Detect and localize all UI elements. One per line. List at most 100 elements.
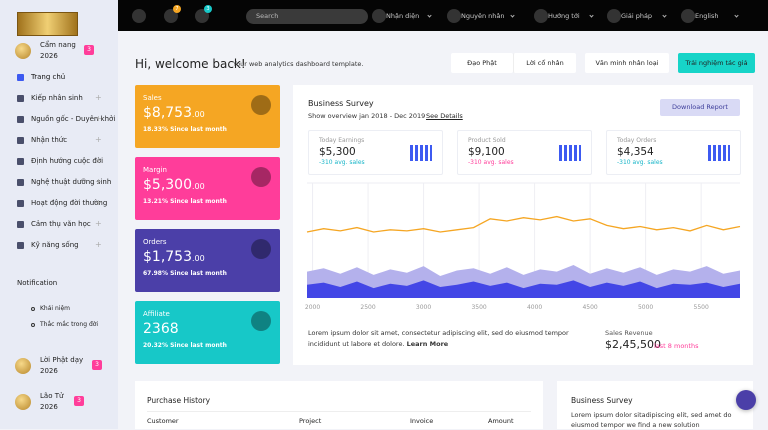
menu-item[interactable]: Nhận thức	[31, 136, 68, 144]
stat-box: Product Sold $9,100 -310 avg. sales	[457, 130, 592, 175]
card-value: $8,753.00	[143, 105, 272, 121]
caret	[734, 13, 739, 18]
menu-icon	[607, 9, 621, 23]
top-menu-item[interactable]: Nguyên nhân	[461, 12, 505, 20]
stat-value: $9,100	[468, 146, 505, 158]
caret	[589, 13, 594, 18]
profile-title[interactable]: Cẩm nang	[40, 41, 76, 49]
badge: 3	[92, 360, 102, 370]
button[interactable]: Lời cổ nhân	[513, 53, 576, 73]
see-details[interactable]: See Details	[426, 112, 463, 120]
stat-label: Today Orders	[617, 137, 657, 144]
stat-value: $5,300	[319, 146, 356, 158]
stat-label: Today Earnings	[319, 137, 365, 144]
card-label: Orders	[143, 238, 167, 246]
button[interactable]: Đạo Phật	[451, 53, 513, 73]
top-menu-item[interactable]: Hướng tới	[548, 12, 580, 20]
survey-chart: 2000 2500 3000 3500 4000 4500 5000 5500	[305, 182, 741, 311]
welcome-subtitle: Your web analytics dashboard template.	[233, 60, 364, 68]
menu-item[interactable]: Định hướng cuộc đời	[31, 157, 104, 165]
button-label: Download Report	[672, 103, 728, 111]
revenue-period: last 8 months	[654, 342, 699, 350]
search-box[interactable]: Search	[246, 9, 368, 24]
caret	[662, 13, 667, 18]
caret	[427, 13, 432, 18]
x-tick-label: 3000	[416, 304, 431, 311]
card-icon[interactable]	[251, 167, 271, 187]
stat-card: Affiliate 2368 20.32% Since last month	[135, 301, 280, 364]
post-title[interactable]: Lão Tử	[40, 392, 64, 400]
learn-more[interactable]: Learn More	[406, 340, 449, 348]
avatar	[15, 43, 31, 59]
card-change: 67.98% Since last month	[143, 270, 227, 277]
expand-icon[interactable]: +	[95, 177, 102, 186]
x-tick-label: 4500	[582, 304, 597, 311]
expand-icon[interactable]: +	[95, 198, 102, 207]
expand-icon[interactable]: +	[95, 114, 102, 123]
menu-icon	[17, 200, 24, 207]
column-header: Amount	[488, 417, 514, 425]
post-year: 2026	[40, 367, 58, 375]
expand-icon[interactable]: +	[95, 93, 102, 102]
purchase-panel: Purchase History Customer Project Invoice A…	[135, 381, 543, 429]
notification-item[interactable]: Thắc mắc trong đời	[40, 321, 99, 328]
card-value-cents: .00	[192, 110, 205, 119]
top-menu-item[interactable]: English	[695, 12, 719, 20]
button-label: Văn minh nhân loại	[595, 59, 659, 67]
stat-card: Orders $1,753.00 67.98% Since last month	[135, 229, 280, 292]
x-tick-label: 2500	[360, 304, 375, 311]
menu-item[interactable]: Nguồn gốc - Duyên khởi	[31, 115, 116, 123]
expand-icon[interactable]: +	[95, 219, 102, 228]
notification-item[interactable]: Khái niệm	[40, 305, 70, 312]
menu-icon[interactable]	[132, 9, 146, 23]
revenue-value: $2,45,500	[605, 338, 661, 351]
column-header: Customer	[147, 417, 179, 425]
survey-panel: Business Survey Show overview jan 2018 -…	[293, 85, 753, 365]
expand-icon[interactable]: +	[95, 240, 102, 249]
menu-icon	[681, 9, 695, 23]
menu-icon	[534, 9, 548, 23]
survey-title: Business Survey	[308, 99, 374, 108]
bullet	[31, 307, 35, 311]
button-label: Trải nghiệm tác giả	[685, 59, 748, 67]
logo[interactable]	[17, 12, 78, 36]
post-title[interactable]: Lời Phật dạy	[40, 356, 84, 364]
top-menu-item[interactable]: Giải pháp	[621, 12, 653, 20]
card-icon[interactable]	[251, 311, 271, 331]
stat-icon	[559, 145, 581, 161]
revenue-label: Sales Revenue	[605, 329, 653, 337]
column-header: Project	[299, 417, 322, 425]
button[interactable]: Trải nghiệm tác giả	[678, 53, 755, 73]
menu-item[interactable]: Nghệ thuật dưỡng sinh	[31, 178, 112, 186]
menu-item[interactable]: Hoạt động đời thường	[31, 199, 108, 207]
menu-icon	[17, 74, 24, 81]
stat-icon	[708, 145, 730, 161]
settings-button[interactable]	[736, 390, 756, 410]
expand-icon[interactable]: +	[95, 156, 102, 165]
card-icon[interactable]	[251, 239, 271, 259]
menu-icon	[17, 137, 24, 144]
card-value-cents: .00	[192, 182, 205, 191]
card-icon[interactable]	[251, 95, 271, 115]
top-menu-item[interactable]: Nhận diện	[386, 12, 420, 20]
survey-summary-panel: Business Survey Lorem ipsum dolor sitadi…	[557, 381, 753, 429]
menu-item[interactable]: Trang chủ	[31, 73, 66, 81]
menu-icon	[17, 95, 24, 102]
menu-item[interactable]: Kiếp nhân sinh	[31, 94, 83, 102]
download-button[interactable]: Download Report	[660, 99, 740, 116]
line	[306, 215, 741, 233]
menu-icon	[17, 116, 24, 123]
menu-item[interactable]: Kỹ năng sống	[31, 241, 79, 249]
stat-icon	[410, 145, 432, 161]
x-tick-label: 3500	[471, 304, 486, 311]
button[interactable]: Văn minh nhân loại	[585, 53, 669, 73]
menu-icon	[372, 9, 386, 23]
card-value: 2368	[143, 321, 272, 337]
menu-item[interactable]: Cảm thụ văn học	[31, 220, 91, 228]
expand-icon[interactable]: +	[95, 135, 102, 144]
button-label: Đạo Phật	[467, 59, 497, 67]
summary-title: Business Survey	[571, 396, 633, 405]
menu-icon	[17, 242, 24, 249]
badge: 3	[204, 5, 212, 13]
